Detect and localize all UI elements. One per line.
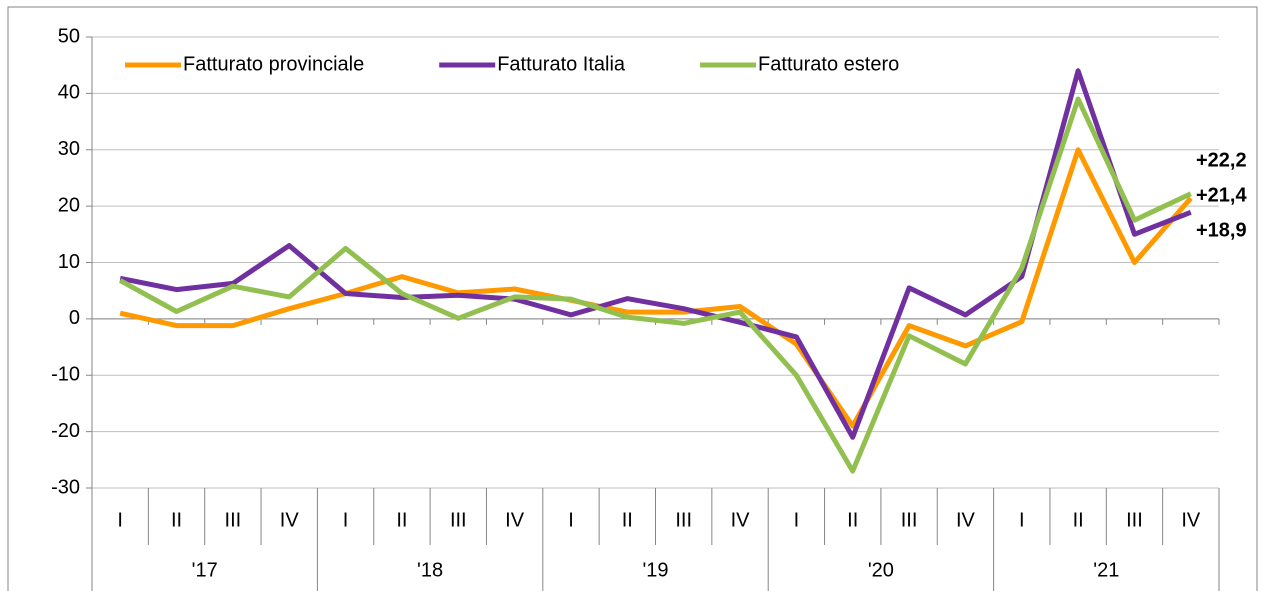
x-tick-label: III — [675, 509, 692, 531]
year-label: '21 — [1093, 559, 1119, 581]
y-tick-label: 30 — [58, 138, 80, 160]
data-label: +22,2 — [1196, 150, 1247, 172]
year-label: '19 — [642, 559, 668, 581]
series-line — [119, 147, 1193, 429]
x-tick-label: II — [622, 509, 633, 531]
data-label: +18,9 — [1196, 220, 1247, 242]
year-label: '17 — [192, 559, 218, 581]
x-tick-label: IV — [1181, 509, 1201, 531]
year-label: '18 — [417, 559, 443, 581]
x-tick-label: I — [568, 509, 574, 531]
x-tick-label: IV — [505, 509, 525, 531]
x-tick-label: I — [1019, 509, 1025, 531]
x-tick-label: II — [1073, 509, 1084, 531]
chart-border — [7, 6, 1258, 591]
x-tick-label: IV — [280, 509, 300, 531]
y-tick-label: -10 — [51, 364, 80, 386]
x-tick-label: I — [794, 509, 800, 531]
x-tick-label: IV — [731, 509, 751, 531]
series-line — [119, 68, 1192, 440]
y-tick-label: -30 — [51, 476, 80, 498]
legend-label: Fatturato provinciale — [183, 53, 364, 75]
x-tick-label: III — [225, 509, 242, 531]
y-tick-label: 0 — [69, 307, 80, 329]
data-label: +21,4 — [1196, 185, 1247, 207]
x-tick-label: II — [396, 509, 407, 531]
x-tick-label: I — [343, 509, 349, 531]
x-tick-label: II — [847, 509, 858, 531]
legend-label: Fatturato estero — [758, 53, 899, 75]
y-tick-label: 10 — [58, 251, 80, 273]
x-tick-label: I — [117, 509, 123, 531]
y-tick-label: 50 — [58, 25, 80, 47]
y-tick-label: 40 — [58, 82, 80, 104]
y-tick-label: 20 — [58, 194, 80, 216]
x-tick-label: II — [171, 509, 182, 531]
y-tick-label: -20 — [51, 420, 80, 442]
x-tick-label: IV — [956, 509, 976, 531]
series-line — [118, 96, 1192, 474]
legend-label: Fatturato Italia — [497, 53, 626, 75]
x-tick-label: III — [1126, 509, 1143, 531]
x-tick-label: III — [901, 509, 918, 531]
year-label: '20 — [868, 559, 894, 581]
x-tick-label: III — [450, 509, 467, 531]
